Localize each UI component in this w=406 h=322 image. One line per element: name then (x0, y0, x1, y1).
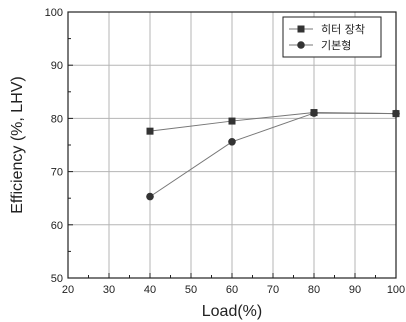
legend-label: 히터 장착 (321, 22, 365, 36)
circle-marker (146, 192, 154, 201)
circle-marker (310, 109, 318, 117)
legend-label: 기본형 (321, 39, 351, 52)
circle-marker (228, 138, 236, 146)
square-marker (297, 25, 305, 33)
y-tick-label: 100 (45, 7, 63, 19)
y-tick-label: 60 (51, 220, 63, 232)
x-tick-label: 50 (185, 284, 197, 296)
x-tick-label: 30 (103, 284, 115, 296)
y-tick-label: 80 (51, 113, 63, 125)
axis-ticks: 20 30 40 50 60 70 80 90 100 50 60 70 80 90 100 (45, 7, 406, 296)
x-tick-label: 70 (267, 284, 279, 296)
x-tick-label: 20 (62, 284, 74, 296)
x-axis-title: Load(%) (202, 303, 262, 320)
y-tick-label: 50 (51, 273, 63, 285)
x-tick-label: 40 (144, 284, 156, 296)
square-marker (146, 127, 154, 135)
y-tick-label: 70 (51, 167, 63, 179)
y-tick-label: 90 (51, 60, 63, 72)
x-tick-label: 90 (349, 284, 361, 296)
square-marker (228, 117, 236, 125)
legend-box (282, 16, 382, 58)
series-line (149, 112, 397, 198)
x-tick-label: 60 (226, 284, 238, 296)
x-tick-label: 80 (308, 284, 320, 296)
series-layer (146, 109, 400, 201)
y-axis-title: Efficiency (%, LHV) (9, 76, 26, 214)
x-tick-label: 100 (387, 284, 405, 296)
circle-marker (297, 41, 305, 49)
series-2 (146, 109, 400, 201)
circle-marker (392, 109, 400, 118)
